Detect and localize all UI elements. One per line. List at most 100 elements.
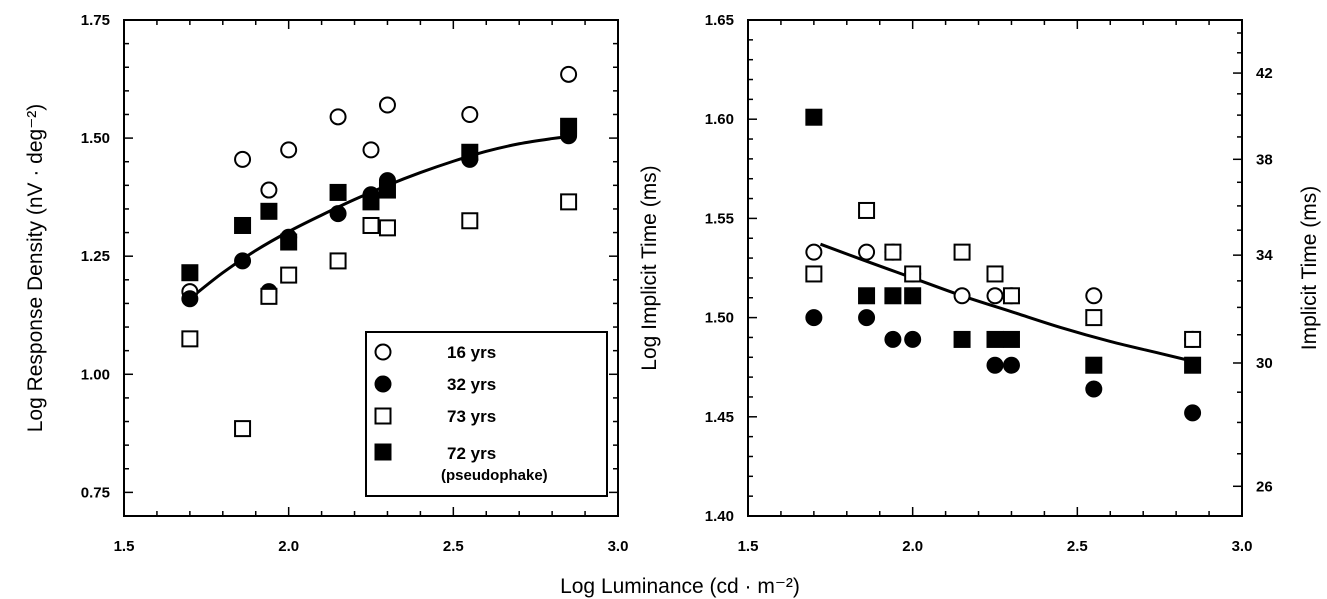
legend-sublabel-72yrs: (pseudophake) [441, 467, 548, 484]
x-tick-label: 1.5 [738, 538, 759, 555]
y-tick-label: 1.50 [81, 130, 110, 147]
data-point-72yrs [884, 287, 902, 305]
y-tick-label: 1.75 [81, 12, 110, 29]
data-point-32yrs [858, 309, 876, 327]
legend-label-32yrs: 32 yrs [447, 375, 496, 394]
data-point-72yrs [904, 287, 922, 305]
data-point-72yrs [805, 108, 823, 126]
data-point-72yrs [560, 117, 578, 135]
data-point-72yrs [362, 193, 380, 211]
data-point-16yrs [986, 287, 1004, 305]
data-point-72yrs [986, 330, 1004, 348]
y-tick-label: 1.55 [705, 210, 734, 227]
data-point-73yrs [904, 265, 922, 283]
legend-label-72yrs: 72 yrs [447, 444, 496, 463]
data-point-16yrs [280, 141, 298, 159]
y-tick-label: 0.75 [81, 484, 110, 501]
legend-marker-72yrs [374, 443, 392, 461]
y-tick-label: 1.45 [705, 409, 734, 426]
left-panel: 1.5 2.0 2.5 3.0 0.75 1.00 1.25 1.50 1.75 Log Re… [24, 12, 628, 555]
data-point-72yrs [1002, 330, 1020, 348]
legend-box [365, 331, 608, 497]
data-point-72yrs [234, 216, 252, 234]
right-fit-curve [819, 242, 1193, 363]
legend-marker-16yrs [374, 343, 392, 361]
x-tick-label: 3.0 [1232, 538, 1253, 555]
y2-tick-label: 42 [1256, 65, 1273, 82]
y-tick-label: 1.50 [705, 310, 734, 327]
data-point-72yrs [953, 330, 971, 348]
legend-marker-32yrs [374, 375, 392, 393]
data-point-16yrs [805, 243, 823, 261]
y-tick-label: 1.40 [705, 508, 734, 525]
y-tick-label: 1.60 [705, 111, 734, 128]
data-point-32yrs [1184, 404, 1202, 422]
data-point-73yrs [986, 265, 1004, 283]
data-point-73yrs [461, 212, 479, 230]
x-tick-label: 2.0 [902, 538, 923, 555]
data-point-16yrs [362, 141, 380, 159]
x-tick-label: 3.0 [608, 538, 629, 555]
legend-marker-73yrs [374, 407, 392, 425]
data-point-73yrs [362, 216, 380, 234]
data-point-32yrs [329, 205, 347, 223]
y-tick-label: 1.25 [81, 248, 110, 265]
left-plot-frame [123, 19, 619, 517]
data-point-73yrs [234, 420, 252, 438]
data-point-73yrs [884, 243, 902, 261]
data-point-16yrs [953, 287, 971, 305]
data-point-72yrs [260, 202, 278, 220]
y-tick-label: 1.00 [81, 366, 110, 383]
y-tick-label: 1.65 [705, 12, 734, 29]
data-point-32yrs [805, 309, 823, 327]
data-point-32yrs [234, 252, 252, 270]
data-point-32yrs [1002, 356, 1020, 374]
right-panel: 1.5 2.0 2.5 3.0 1.40 1.45 1.50 1.55 1.60 1.65 26… [638, 12, 1321, 555]
x-tick-label: 1.5 [114, 538, 135, 555]
data-point-32yrs [181, 290, 199, 308]
left-y-axis-title: Log Response Density (nV · deg⁻²) [24, 104, 47, 433]
x-tick-label: 2.0 [278, 538, 299, 555]
y2-tick-label: 26 [1256, 478, 1273, 495]
data-point-72yrs [378, 181, 396, 199]
data-point-16yrs [858, 243, 876, 261]
data-point-73yrs [181, 330, 199, 348]
x-tick-label: 2.5 [443, 538, 464, 555]
right-y2-axis-title: Implicit Time (ms) [1298, 186, 1321, 351]
data-point-73yrs [329, 252, 347, 270]
right-plot-frame [747, 19, 1243, 517]
data-point-32yrs [904, 330, 922, 348]
data-point-72yrs [858, 287, 876, 305]
data-point-73yrs [1002, 287, 1020, 305]
data-point-73yrs [1085, 309, 1103, 327]
data-point-32yrs [884, 330, 902, 348]
data-point-72yrs [461, 143, 479, 161]
data-point-72yrs [280, 233, 298, 251]
data-point-16yrs [1085, 287, 1103, 305]
data-point-32yrs [986, 356, 1004, 374]
legend-label-73yrs: 73 yrs [447, 407, 496, 426]
data-point-16yrs [461, 105, 479, 123]
data-point-73yrs [953, 243, 971, 261]
x-tick-label: 2.5 [1067, 538, 1088, 555]
data-point-73yrs [858, 201, 876, 219]
data-point-73yrs [1184, 330, 1202, 348]
legend: 16 yrs 32 yrs 73 yrs 72 yrs (pseudophake… [365, 331, 608, 497]
data-point-72yrs [329, 183, 347, 201]
data-point-73yrs [260, 287, 278, 305]
data-point-73yrs [280, 266, 298, 284]
data-point-16yrs [378, 96, 396, 114]
data-point-73yrs [560, 193, 578, 211]
legend-label-16yrs: 16 yrs [447, 343, 496, 362]
data-point-16yrs [329, 108, 347, 126]
data-point-32yrs [1085, 380, 1103, 398]
data-point-72yrs [1184, 356, 1202, 374]
data-point-73yrs [805, 265, 823, 283]
y2-tick-label: 38 [1256, 151, 1273, 168]
shared-x-axis-title: Log Luminance (cd · m⁻²) [560, 575, 800, 598]
y2-tick-label: 34 [1256, 247, 1273, 264]
data-point-72yrs [1085, 356, 1103, 374]
right-y-axis-title: Log Implicit Time (ms) [638, 165, 661, 370]
data-point-16yrs [260, 181, 278, 199]
